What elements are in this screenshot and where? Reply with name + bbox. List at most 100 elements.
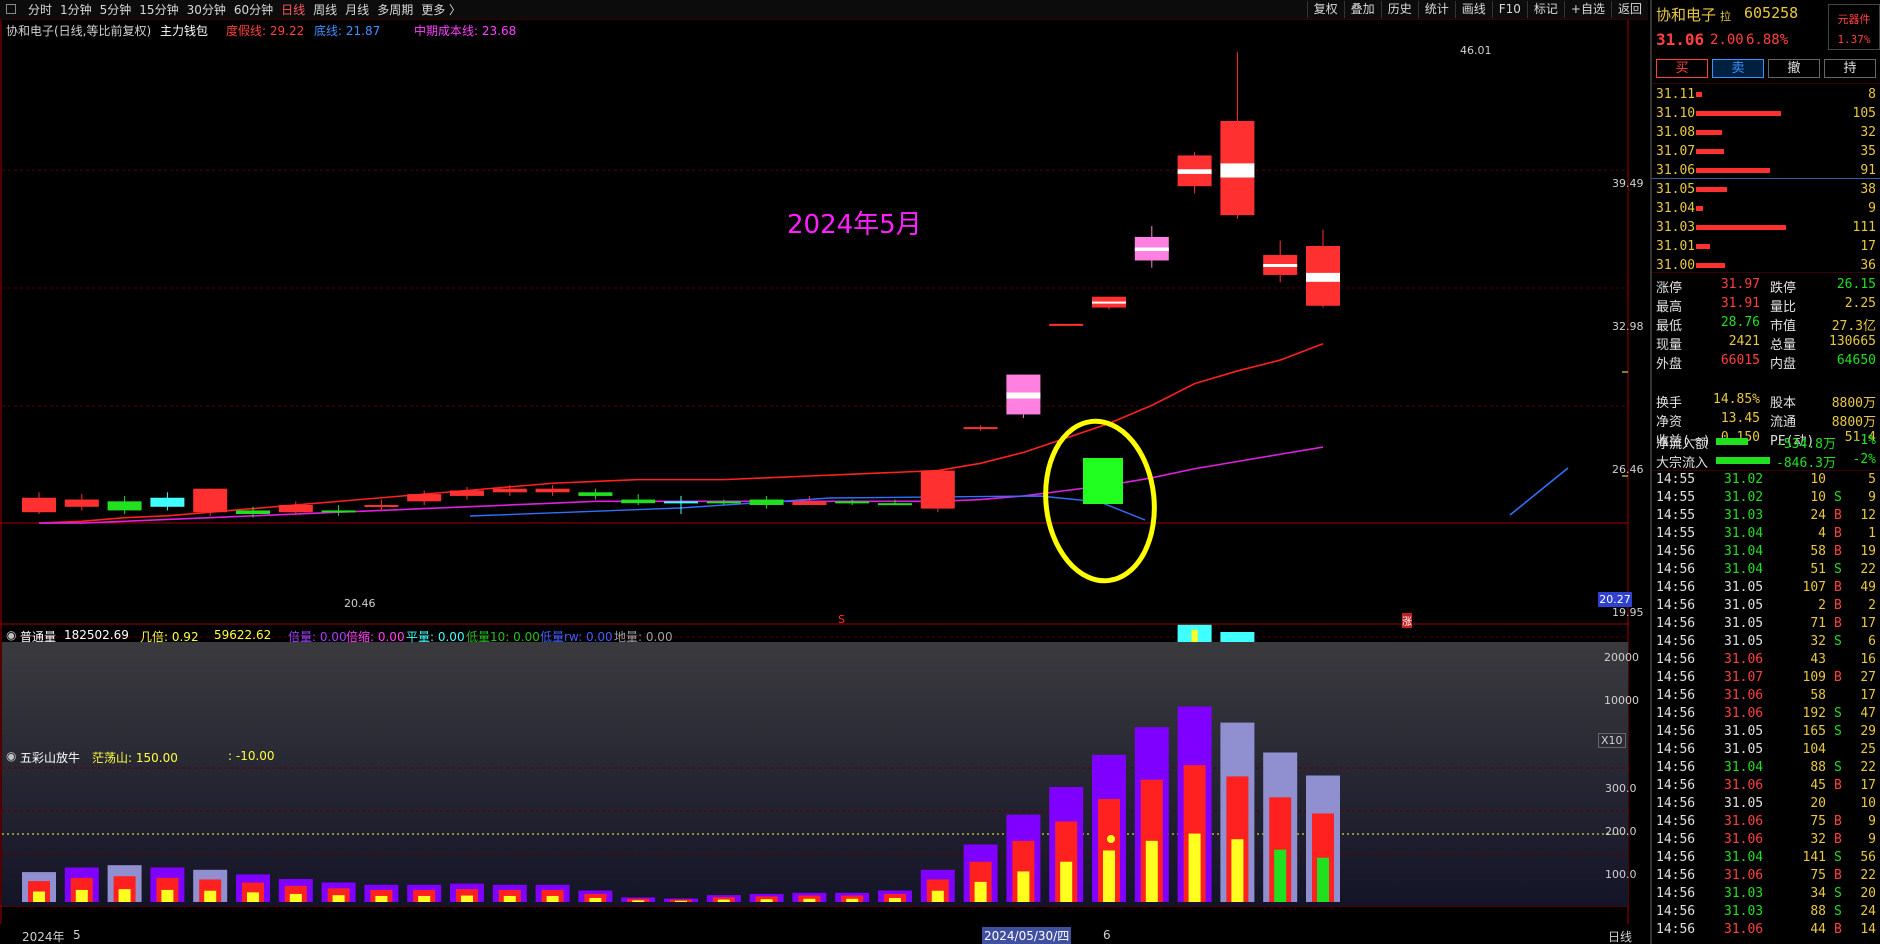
period-tab[interactable]: 分时: [28, 3, 53, 17]
level-bar: [1696, 225, 1786, 230]
tick-side: B: [1834, 670, 1842, 685]
sell-button[interactable]: 卖: [1712, 59, 1764, 78]
tick-side: S: [1834, 904, 1842, 919]
tick-side: S: [1834, 490, 1842, 505]
tick-count: 22: [1860, 562, 1876, 577]
bid-row[interactable]: 31.03 111: [1652, 219, 1880, 238]
period-tab[interactable]: 15分钟: [139, 3, 179, 17]
stat-value: 31.91: [1720, 296, 1760, 311]
toolbar-button[interactable]: 复权: [1306, 1, 1344, 18]
buy-button[interactable]: 买: [1656, 59, 1708, 78]
tick-row: 14:55 31.03 24 B 12: [1652, 508, 1880, 526]
stat-label: 涨停: [1656, 281, 1683, 296]
layout-icon[interactable]: [6, 4, 16, 14]
volume-title[interactable]: 普通量: [20, 630, 57, 644]
indicator-panel-title[interactable]: 五彩山放牛: [20, 751, 81, 765]
period-tab[interactable]: 多周期: [377, 3, 414, 17]
candle-body: [1049, 323, 1084, 326]
toolbar-button[interactable]: F10: [1491, 1, 1527, 18]
ask-row[interactable]: 31.06 91: [1652, 162, 1880, 181]
flow-label: 净流入额: [1656, 437, 1709, 452]
sector-badge[interactable]: 元器件 1.37%: [1828, 4, 1880, 50]
toolbar-button[interactable]: 叠加: [1343, 1, 1381, 18]
toolbar-button[interactable]: 返回: [1610, 1, 1648, 18]
tick-count: 56: [1860, 850, 1876, 865]
indicator-core-bar: [375, 895, 388, 902]
sell-marker: S: [838, 613, 845, 626]
toolbar-button[interactable]: 标记: [1526, 1, 1564, 18]
indicator-value-2: 底线: 21.87: [314, 24, 381, 38]
tick-count: 27: [1860, 670, 1876, 685]
tick-count: 6: [1868, 634, 1876, 649]
indicator-core-bar: [33, 891, 45, 902]
indicator-core-bar: [1317, 857, 1329, 902]
period-tab[interactable]: 更多 〉: [421, 3, 462, 17]
period-tab[interactable]: 60分钟: [233, 3, 274, 17]
indicator-core-bar: [1145, 840, 1158, 902]
bid-row[interactable]: 31.00 36: [1652, 257, 1880, 276]
stat-label: 收益(一): [1656, 434, 1711, 449]
bid-row[interactable]: 31.05 38: [1652, 181, 1880, 200]
level-bar: [1696, 187, 1727, 192]
indicator-name[interactable]: 主力钱包: [160, 24, 209, 38]
indicator-core-bar: [1274, 849, 1287, 902]
cancel-button[interactable]: 撤: [1768, 59, 1820, 78]
stat-value: 66015: [1720, 353, 1760, 368]
tick-side: S: [1834, 850, 1842, 865]
period-tab[interactable]: 日线: [281, 3, 306, 17]
kline-chart-area[interactable]: 协和电子(日线,等比前复权) 主力钱包 度假线: 29.22 底线: 21.87…: [0, 20, 1648, 944]
ask-row[interactable]: 31.10 105: [1652, 105, 1880, 124]
period-tab[interactable]: 5分钟: [99, 3, 132, 17]
tick-time: 14:56: [1656, 850, 1696, 865]
bid-row[interactable]: 31.04 9: [1652, 200, 1880, 219]
bid-row[interactable]: 31.01 17: [1652, 238, 1880, 257]
stats-row: 最低 28.76 市值 27.3亿: [1652, 314, 1880, 334]
indicator-core-bar: [75, 889, 88, 902]
tick-time: 14:56: [1656, 580, 1696, 595]
indicator-core-bar: [161, 889, 174, 902]
candle-body: [150, 497, 185, 507]
indicator-collapse-icon[interactable]: ◉: [6, 749, 17, 763]
tick-row: 14:56 31.06 75 B 22: [1652, 868, 1880, 886]
toolbar-button[interactable]: 统计: [1417, 1, 1455, 18]
tick-price: 31.05: [1724, 796, 1764, 811]
toolbar-button[interactable]: +自选: [1563, 1, 1611, 18]
volume-collapse-icon[interactable]: ◉: [6, 628, 17, 642]
toolbar-button[interactable]: 画线: [1454, 1, 1492, 18]
tick-time: 14:56: [1656, 670, 1696, 685]
ask-row[interactable]: 31.08 32: [1652, 124, 1880, 143]
period-tab[interactable]: 月线: [345, 3, 370, 17]
tick-volume: 4: [1818, 526, 1826, 541]
flow-row: 净流入额 -534.8万 -1%: [1652, 432, 1880, 452]
tick-price: 31.04: [1724, 760, 1764, 775]
tick-time: 14:55: [1656, 526, 1696, 541]
sector-name: 元器件: [1837, 13, 1871, 26]
position-button[interactable]: 持: [1824, 59, 1876, 78]
tick-time: 14:56: [1656, 760, 1696, 775]
stat-label: 总量: [1770, 338, 1797, 353]
candle-body: [22, 497, 56, 513]
period-tab[interactable]: 30分钟: [186, 3, 226, 17]
period-tab[interactable]: 周线: [313, 3, 338, 17]
flow-bar: [1716, 457, 1770, 464]
volume-tag: 倍缩: 0.00: [346, 630, 405, 644]
indicator-core-bar: [247, 892, 259, 902]
indicator-core-bar: [931, 890, 944, 902]
candle-body: [193, 488, 228, 513]
tick-price: 31.06: [1724, 832, 1764, 847]
kline-chart[interactable]: [0, 20, 1648, 944]
tick-count: 25: [1860, 742, 1876, 757]
tick-side: B: [1834, 922, 1842, 937]
tick-price: 31.04: [1724, 526, 1764, 541]
tick-time: 14:56: [1656, 832, 1696, 847]
indicator-dot: [1107, 835, 1115, 843]
toolbar-button[interactable]: 历史: [1380, 1, 1418, 18]
ask-row[interactable]: 31.07 35: [1652, 143, 1880, 162]
tick-time: 14:55: [1656, 490, 1696, 505]
tick-volume: 44: [1810, 922, 1826, 937]
tick-row: 14:56 31.04 58 B 19: [1652, 544, 1880, 562]
candle-body: [535, 488, 570, 493]
tick-volume: 104: [1802, 742, 1826, 757]
ask-row[interactable]: 31.11 8: [1652, 86, 1880, 105]
period-tab[interactable]: 1分钟: [60, 3, 92, 17]
